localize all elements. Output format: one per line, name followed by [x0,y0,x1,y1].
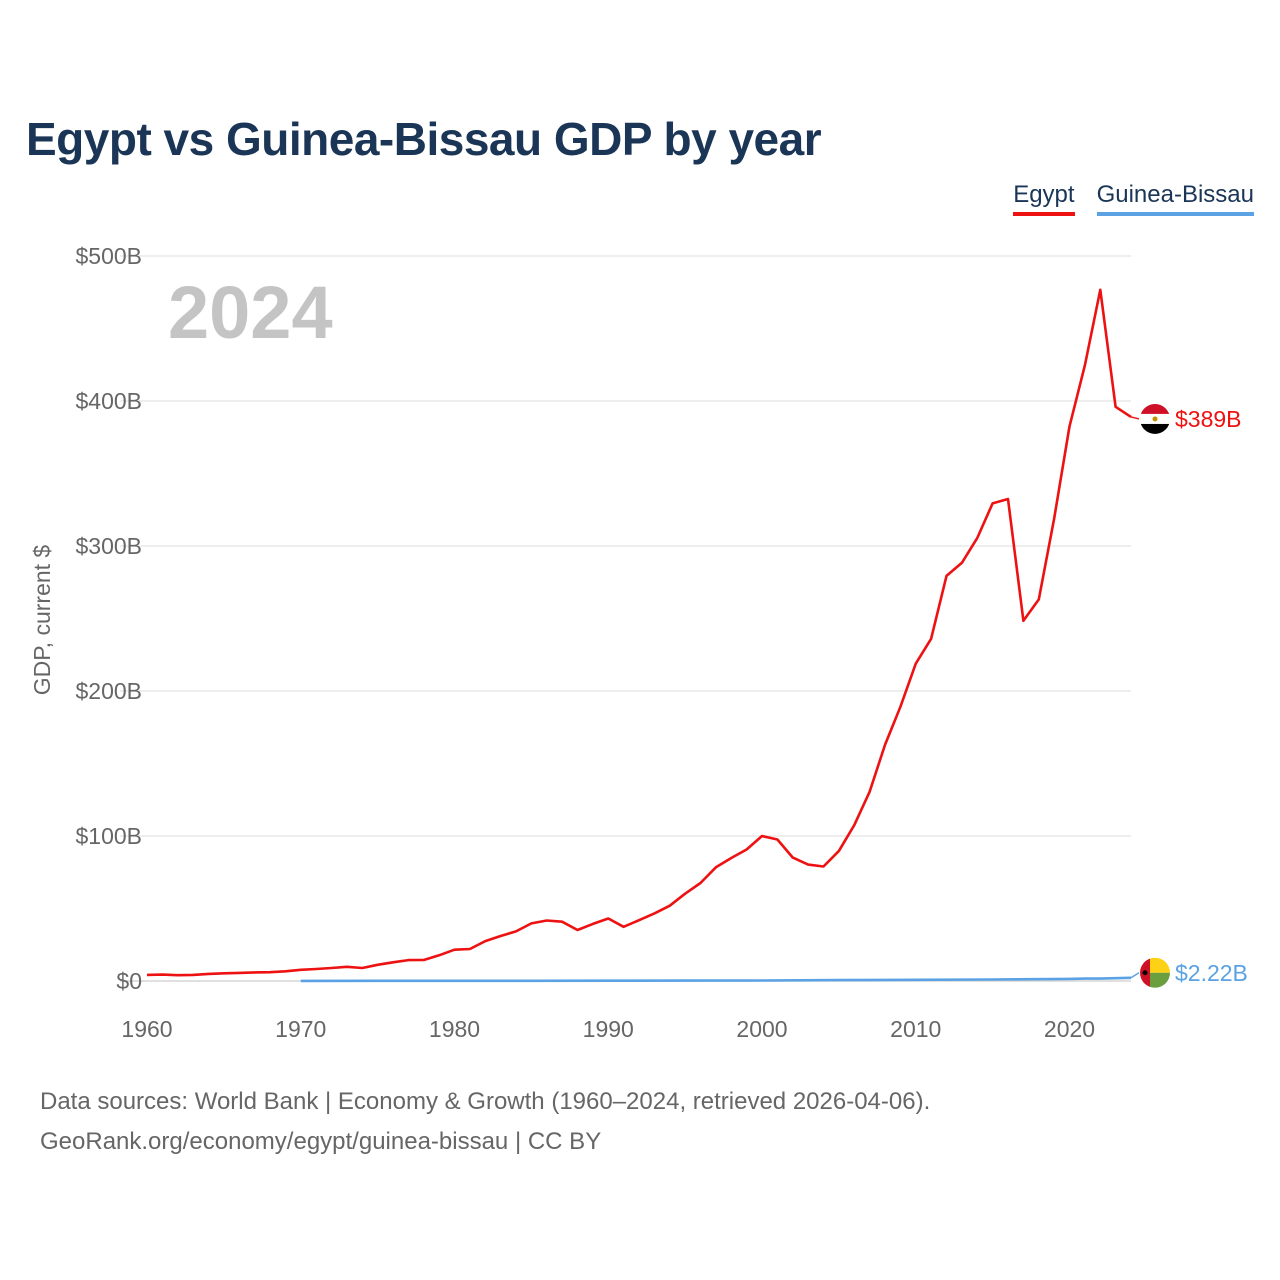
guinea-bissau-flag-icon [1140,957,1170,988]
x-tick-label: 1990 [583,1016,634,1042]
legend: Egypt Guinea-Bissau [1013,180,1254,216]
x-tick-label: 2000 [736,1016,787,1042]
year-watermark: 2024 [168,271,333,354]
legend-item-guinea-bissau[interactable]: Guinea-Bissau [1096,180,1254,216]
footer-link[interactable]: GeoRank.org/economy/egypt/guinea-bissau … [40,1128,602,1155]
end-connector [1130,972,1140,979]
x-tick-label: 1960 [121,1016,172,1042]
gdp-line-chart: 2024 GDP, current $ $0 $100B $200B $300B $40… [29,243,1248,1042]
x-tick-label: 2010 [890,1016,941,1042]
legend-item-egypt[interactable]: Egypt [1013,180,1075,216]
y-axis-label: GDP, current $ [29,545,55,696]
y-tick-label: $300B [75,533,142,559]
y-tick-label: $200B [75,678,142,704]
y-tick-label: $100B [75,823,142,849]
footer: Data sources: World Bank | Economy & Gro… [40,1082,930,1162]
y-tick-label: $500B [75,243,142,269]
y-tick-label: $0 [116,968,142,994]
footer-sources: Data sources: World Bank | Economy & Gro… [40,1088,931,1115]
x-tick-label: 2020 [1044,1016,1095,1042]
x-tick-label: 1980 [429,1016,480,1042]
end-value-label-guinea-bissau: $2.22B [1175,960,1248,986]
y-tick-label: $400B [75,388,142,414]
end-value-label-egypt: $389B [1175,406,1242,432]
series-line-egypt[interactable] [146,288,1132,977]
x-tick-label: 1970 [275,1016,326,1042]
series-line-guinea-bissau[interactable] [300,976,1132,983]
end-connector [1130,416,1140,420]
chart-title: Egypt vs Guinea-Bissau GDP by year [26,113,822,165]
egypt-flag-icon [1140,403,1170,434]
